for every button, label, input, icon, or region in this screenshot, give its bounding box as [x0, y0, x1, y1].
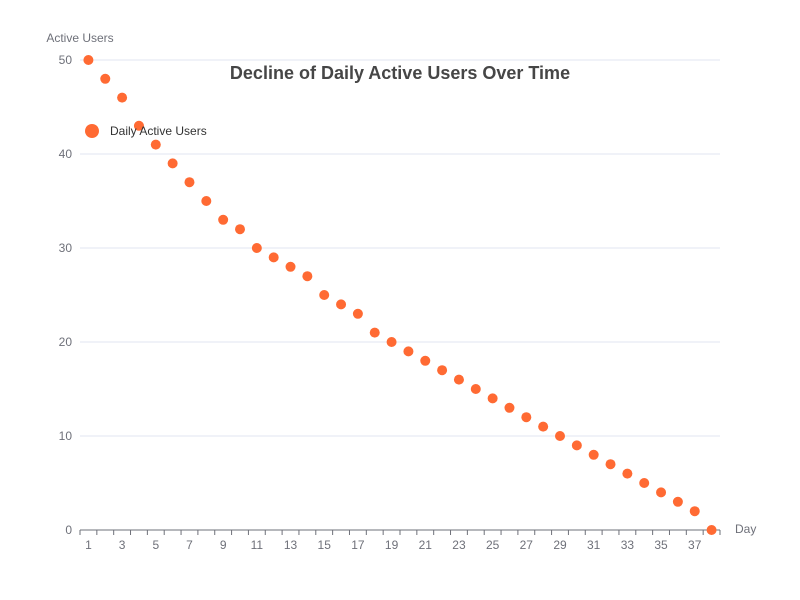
data-point[interactable]	[453, 374, 464, 385]
x-tick-label: 11	[251, 538, 264, 552]
data-point[interactable]	[656, 487, 667, 498]
data-point[interactable]	[235, 224, 245, 235]
data-point[interactable]	[100, 73, 111, 84]
data-point[interactable]	[268, 252, 279, 263]
x-tick-label: 25	[486, 538, 500, 552]
data-point[interactable]	[150, 139, 161, 150]
y-tick-label: 10	[59, 429, 73, 443]
data-point[interactable]	[83, 55, 94, 65]
x-tick-label: 17	[351, 538, 365, 552]
y-axis-title: Active Users	[46, 31, 113, 45]
data-point[interactable]	[706, 525, 717, 535]
x-tick-label: 37	[688, 538, 702, 552]
y-tick-label: 50	[59, 53, 73, 67]
data-point[interactable]	[689, 506, 700, 517]
y-tick-label: 40	[59, 147, 73, 161]
data-point[interactable]	[218, 214, 229, 225]
data-point[interactable]	[403, 346, 414, 357]
x-tick-label: 13	[284, 538, 298, 552]
x-tick-label: 29	[553, 538, 567, 552]
data-point[interactable]	[639, 478, 650, 488]
data-point[interactable]	[285, 261, 296, 272]
legend-label: Daily Active Users	[110, 124, 207, 138]
data-point[interactable]	[504, 402, 515, 413]
data-point[interactable]	[167, 158, 178, 169]
data-points	[83, 55, 717, 535]
y-axis: 0 10 20 30 40 50	[59, 53, 73, 537]
data-point[interactable]	[336, 299, 347, 310]
x-tick-label: 31	[587, 538, 601, 552]
x-tick-label: 35	[654, 538, 668, 552]
data-point[interactable]	[319, 290, 330, 300]
data-point[interactable]	[622, 468, 633, 479]
x-tick-label: 23	[452, 538, 466, 552]
data-point[interactable]	[470, 384, 481, 394]
data-point[interactable]	[369, 327, 380, 338]
data-point[interactable]	[605, 459, 616, 470]
y-tick-label: 20	[59, 335, 73, 349]
x-tick-label: 7	[186, 538, 193, 552]
chart-title: Decline of Daily Active Users Over Time	[230, 63, 570, 83]
x-tick-label: 21	[419, 538, 433, 552]
data-point[interactable]	[437, 365, 448, 376]
data-point[interactable]	[251, 243, 262, 253]
data-point[interactable]	[538, 421, 549, 432]
data-point[interactable]	[588, 449, 599, 460]
x-tick-label: 1	[85, 538, 92, 552]
data-point[interactable]	[386, 337, 397, 347]
legend[interactable]: Daily Active Users	[85, 124, 207, 138]
data-point[interactable]	[571, 440, 582, 451]
x-tick-label: 27	[520, 538, 534, 552]
x-axis: 1 3 5 7 9 11 13 15 17 19 21 23 25 27 29 31 33 35 37	[79, 529, 721, 552]
x-tick-label: 15	[318, 538, 332, 552]
data-point[interactable]	[352, 308, 363, 319]
legend-marker	[85, 124, 99, 138]
x-axis-title: Day	[735, 522, 756, 536]
x-tick-label: 33	[621, 538, 635, 552]
x-tick-label: 3	[119, 538, 126, 552]
data-point[interactable]	[302, 271, 313, 282]
x-tick-label: 9	[220, 538, 227, 552]
data-point[interactable]	[184, 177, 195, 188]
data-point[interactable]	[201, 196, 212, 206]
data-point[interactable]	[117, 92, 128, 103]
data-point[interactable]	[133, 120, 144, 131]
data-point[interactable]	[420, 355, 431, 366]
data-point[interactable]	[555, 431, 565, 441]
data-point[interactable]	[487, 393, 498, 404]
x-tick-label: 19	[385, 538, 399, 552]
y-tick-label: 30	[59, 241, 73, 255]
grid-lines	[80, 59, 720, 437]
x-tick-label: 5	[152, 538, 159, 552]
y-tick-label: 0	[65, 523, 72, 537]
data-point[interactable]	[672, 496, 683, 507]
data-point[interactable]	[521, 412, 532, 423]
